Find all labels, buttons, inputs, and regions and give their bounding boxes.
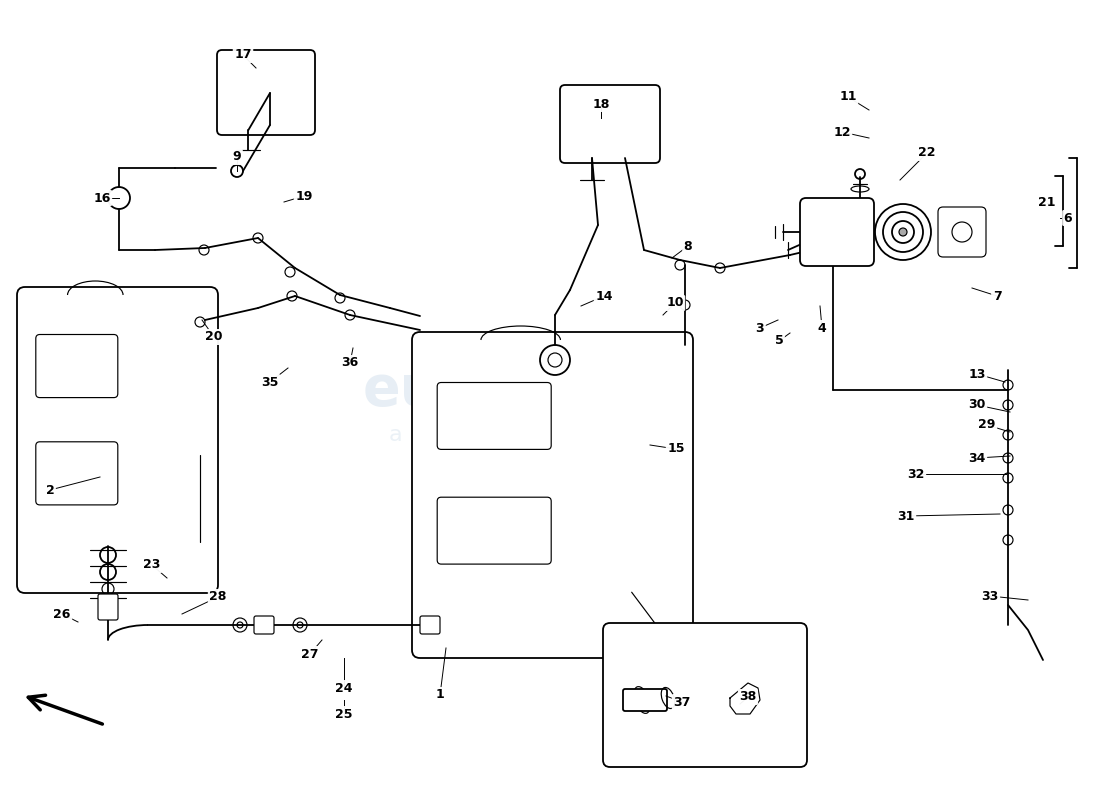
Text: 23: 23 bbox=[143, 558, 161, 571]
Text: 14: 14 bbox=[595, 290, 613, 302]
FancyBboxPatch shape bbox=[623, 689, 667, 711]
Text: 2: 2 bbox=[45, 483, 54, 497]
Text: 24: 24 bbox=[336, 682, 353, 694]
Text: 17: 17 bbox=[234, 49, 252, 62]
Text: 10: 10 bbox=[667, 297, 684, 310]
Text: 26: 26 bbox=[53, 607, 70, 621]
FancyBboxPatch shape bbox=[800, 198, 874, 266]
Text: 34: 34 bbox=[968, 451, 986, 465]
Text: eurOparts: eurOparts bbox=[362, 363, 678, 417]
FancyBboxPatch shape bbox=[217, 50, 315, 135]
FancyBboxPatch shape bbox=[603, 623, 807, 767]
Circle shape bbox=[899, 228, 907, 236]
Text: 22: 22 bbox=[918, 146, 936, 159]
FancyBboxPatch shape bbox=[938, 207, 986, 257]
Text: 36: 36 bbox=[341, 357, 359, 370]
Text: 21: 21 bbox=[1038, 197, 1056, 210]
FancyBboxPatch shape bbox=[36, 442, 118, 505]
Text: 25: 25 bbox=[336, 707, 353, 721]
Text: 13: 13 bbox=[968, 367, 986, 381]
Text: 11: 11 bbox=[839, 90, 857, 103]
Text: 29: 29 bbox=[978, 418, 996, 431]
Text: 5: 5 bbox=[774, 334, 783, 347]
Text: 7: 7 bbox=[992, 290, 1001, 302]
FancyBboxPatch shape bbox=[560, 85, 660, 163]
Text: 1: 1 bbox=[436, 689, 444, 702]
FancyBboxPatch shape bbox=[437, 498, 551, 564]
Text: 9: 9 bbox=[233, 150, 241, 163]
Text: 19: 19 bbox=[295, 190, 312, 202]
Text: 3: 3 bbox=[756, 322, 764, 334]
Text: 32: 32 bbox=[908, 467, 925, 481]
Text: 8: 8 bbox=[684, 239, 692, 253]
FancyBboxPatch shape bbox=[437, 382, 551, 450]
Text: 33: 33 bbox=[981, 590, 999, 602]
Text: 6: 6 bbox=[1064, 211, 1072, 225]
Text: 16: 16 bbox=[94, 191, 111, 205]
Text: 37: 37 bbox=[673, 695, 691, 709]
Text: 38: 38 bbox=[739, 690, 757, 703]
FancyBboxPatch shape bbox=[16, 287, 218, 593]
Text: 15: 15 bbox=[668, 442, 684, 455]
Text: 4: 4 bbox=[817, 322, 826, 334]
Text: a passion for parts.com: a passion for parts.com bbox=[388, 425, 651, 445]
FancyBboxPatch shape bbox=[254, 616, 274, 634]
FancyBboxPatch shape bbox=[412, 332, 693, 658]
Text: 28: 28 bbox=[209, 590, 227, 603]
FancyBboxPatch shape bbox=[36, 334, 118, 398]
Text: 35: 35 bbox=[262, 375, 278, 389]
Text: 18: 18 bbox=[592, 98, 609, 110]
Text: 20: 20 bbox=[206, 330, 222, 343]
FancyBboxPatch shape bbox=[98, 594, 118, 620]
FancyBboxPatch shape bbox=[420, 616, 440, 634]
Text: 27: 27 bbox=[301, 647, 319, 661]
Text: 31: 31 bbox=[898, 510, 915, 522]
Text: 30: 30 bbox=[968, 398, 986, 411]
Text: 12: 12 bbox=[834, 126, 850, 138]
